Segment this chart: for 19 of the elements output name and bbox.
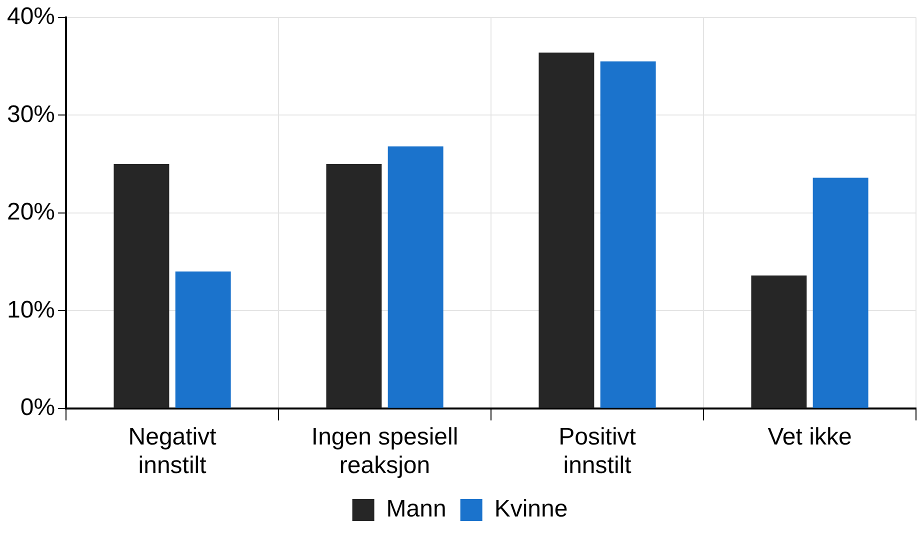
x-tick-label: Vet ikke (768, 423, 852, 450)
bar (812, 178, 868, 408)
legend-label: Kvinne (494, 496, 568, 523)
bar (388, 146, 444, 408)
x-tick-label: Negativt innstilt (128, 423, 217, 480)
y-tick-label: 40% (6, 3, 56, 30)
bar (326, 164, 382, 408)
bar (538, 52, 594, 408)
y-tick-label: 20% (6, 198, 56, 226)
y-tick-label: 10% (6, 296, 56, 324)
x-tick-label: Positivt innstilt (558, 423, 636, 480)
bar (751, 275, 807, 408)
y-tick-label: 30% (6, 100, 56, 128)
bar (175, 272, 231, 408)
y-tick-label: 0% (20, 394, 56, 422)
x-tick-label: Ingen spesiell reaksjon (311, 423, 458, 480)
legend-label: Mann (386, 496, 446, 523)
bar (600, 61, 656, 408)
bar (114, 164, 170, 408)
